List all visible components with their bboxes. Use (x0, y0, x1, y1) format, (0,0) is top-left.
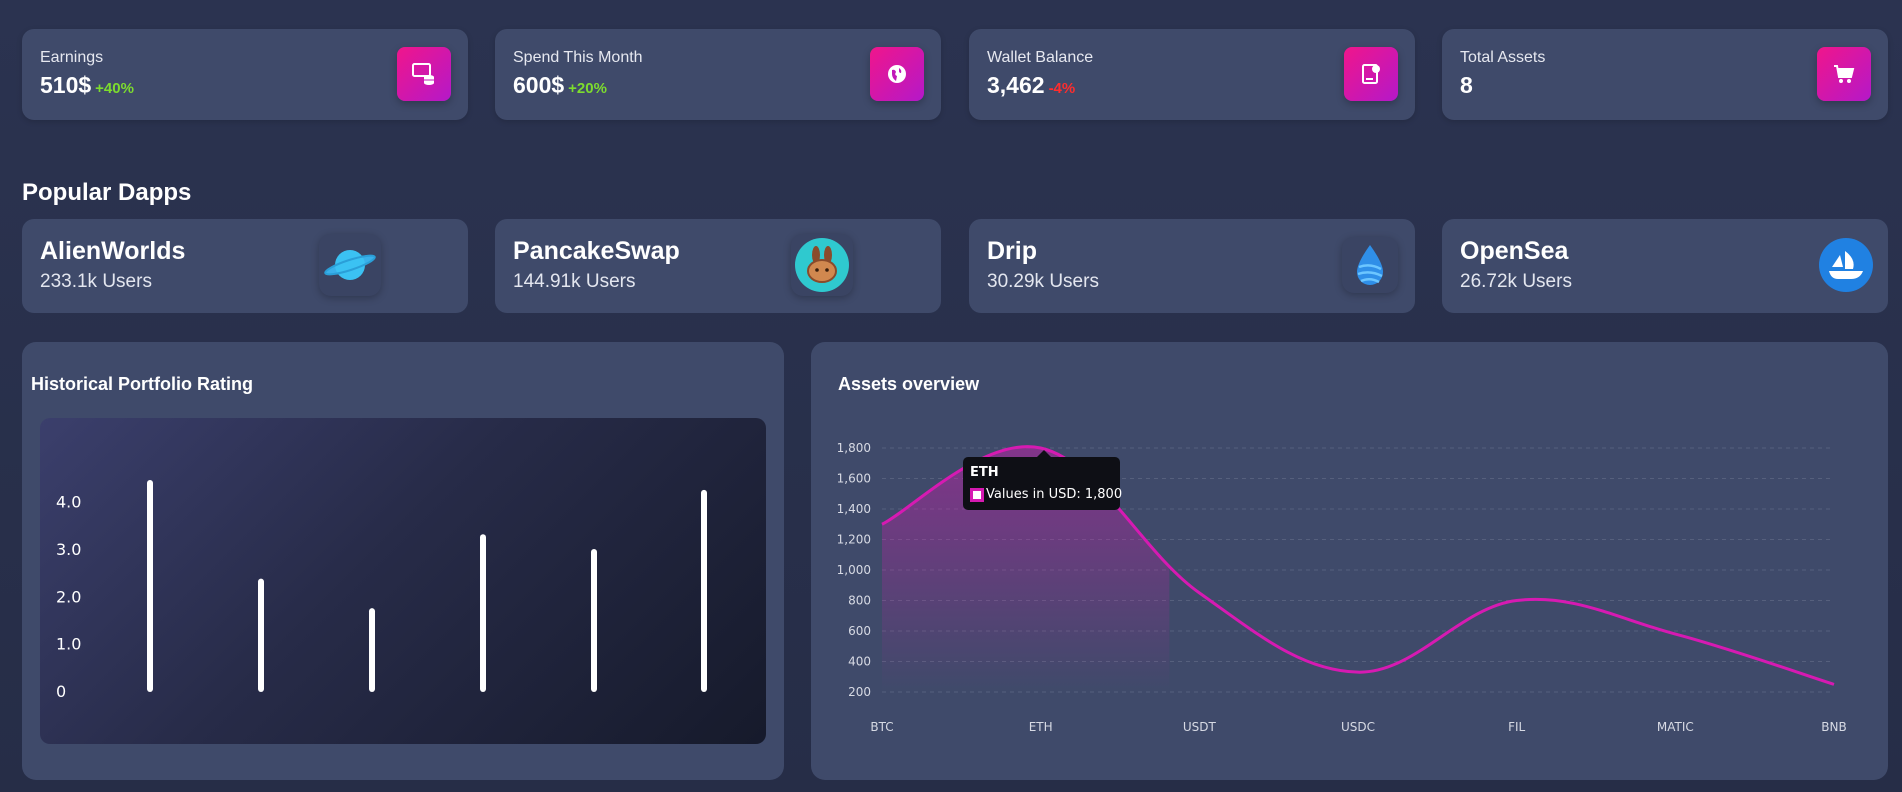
stat-value: 510$ +40% (40, 72, 134, 99)
stat-value: 3,462 -4% (987, 72, 1075, 99)
dapp-users: 26.72k Users (1460, 271, 1572, 292)
y-tick-label: 1.0 (56, 635, 81, 654)
y-tick-label: 1,200 (837, 533, 871, 547)
dapp-users: 30.29k Users (987, 271, 1099, 292)
data-point[interactable] (1670, 629, 1680, 639)
y-tick-label: 2.0 (56, 587, 81, 606)
dapp-name: AlienWorlds (40, 237, 186, 265)
bar[interactable] (591, 549, 597, 692)
stat-change: +40% (95, 80, 134, 97)
series-line[interactable] (881, 445, 1835, 686)
dapp-card-drip[interactable]: Drip 30.29k Users (969, 219, 1415, 313)
portfolio-rating-chart: 4.0 3.0 2.0 1.0 0 (56, 480, 707, 701)
wallet-icon[interactable] (1344, 47, 1398, 101)
stat-value: 8 (1460, 72, 1477, 99)
x-tick-label: MATIC (1657, 720, 1694, 734)
stat-value-number: 3,462 (987, 72, 1045, 98)
tooltip-swatch (970, 487, 984, 502)
chart-tooltip: ETH Values in USD: 1,800 (963, 450, 1122, 510)
stat-value-number: 8 (1460, 72, 1473, 98)
tooltip-row: Values in USD: 1,800 (970, 487, 1122, 502)
dapp-users: 233.1k Users (40, 271, 152, 292)
dapp-name: Drip (987, 237, 1037, 265)
dapp-card-opensea[interactable]: OpenSea 26.72k Users (1442, 219, 1888, 313)
y-tick-label: 600 (848, 624, 871, 638)
y-tick-label: 3.0 (56, 540, 81, 559)
earnings-icon[interactable] (397, 47, 451, 101)
planet-icon (319, 234, 381, 296)
y-tick-label: 200 (848, 685, 871, 699)
data-point[interactable] (1353, 667, 1363, 677)
stat-card-wallet: Wallet Balance 3,462 -4% (969, 29, 1415, 120)
stat-label: Spend This Month (513, 49, 643, 66)
tooltip-title: ETH (970, 465, 999, 480)
dapp-name: OpenSea (1460, 237, 1569, 265)
panel-title: Historical Portfolio Rating (31, 374, 254, 394)
bar[interactable] (147, 480, 153, 692)
dapp-card-alienworlds[interactable]: AlienWorlds 233.1k Users (22, 219, 468, 313)
y-tick-label: 400 (848, 655, 871, 669)
data-point[interactable] (1829, 679, 1839, 689)
tooltip-text: Values in USD: 1,800 (986, 487, 1123, 502)
globe-icon[interactable] (870, 47, 924, 101)
y-tick-label: 4.0 (56, 493, 81, 512)
y-tick-label: 800 (848, 594, 871, 608)
popular-dapps-title: Popular Dapps (22, 179, 192, 206)
data-point[interactable] (1512, 596, 1522, 606)
stat-value-number: 600$ (513, 72, 565, 98)
cart-icon[interactable] (1817, 47, 1871, 101)
data-point[interactable] (877, 519, 887, 529)
stat-value: 600$ +20% (513, 72, 607, 99)
panel-title: Assets overview (838, 374, 980, 394)
stat-label: Wallet Balance (987, 49, 1094, 66)
portfolio-rating-chart-area: 4.0 3.0 2.0 1.0 0 (40, 418, 766, 744)
stat-label: Total Assets (1460, 49, 1546, 66)
y-tick-label: 1,600 (837, 472, 871, 486)
stat-card-total-assets: Total Assets 8 (1442, 29, 1888, 120)
x-tick-label: FIL (1508, 720, 1525, 734)
x-tick-label: BTC (870, 720, 893, 734)
dapp-card-pancakeswap[interactable]: PancakeSwap 144.91k Users (495, 219, 941, 313)
stat-value-number: 510$ (40, 72, 92, 98)
historical-portfolio-panel: Historical Portfolio Rating 4.0 3.0 2.0 1.0… (22, 342, 784, 780)
stat-change: -4% (1048, 80, 1076, 97)
stat-change: +20% (568, 80, 607, 97)
x-tick-label: ETH (1029, 720, 1053, 734)
ship-icon (1815, 234, 1877, 296)
dapp-users: 144.91k Users (513, 271, 636, 292)
data-point[interactable] (1194, 588, 1204, 598)
x-tick-label: USDC (1341, 720, 1375, 734)
y-tick-label: 1,000 (837, 563, 871, 577)
y-tick-label: 1,400 (837, 502, 871, 516)
drop-icon (1342, 237, 1398, 293)
bar[interactable] (480, 534, 486, 692)
y-tick-label: 0 (56, 682, 66, 701)
stat-label: Earnings (40, 49, 104, 66)
y-tick-label: 1,800 (837, 441, 871, 455)
bar[interactable] (369, 608, 375, 692)
bunny-icon (791, 234, 853, 296)
stat-card-spend: Spend This Month 600$ +20% (495, 29, 941, 120)
x-tick-label: USDT (1183, 720, 1217, 734)
bar[interactable] (258, 578, 264, 692)
bar[interactable] (701, 489, 707, 692)
stat-card-earnings: Earnings 510$ +40% (22, 29, 468, 120)
x-tick-label: BNB (1821, 720, 1846, 734)
dapp-name: PancakeSwap (513, 237, 680, 265)
